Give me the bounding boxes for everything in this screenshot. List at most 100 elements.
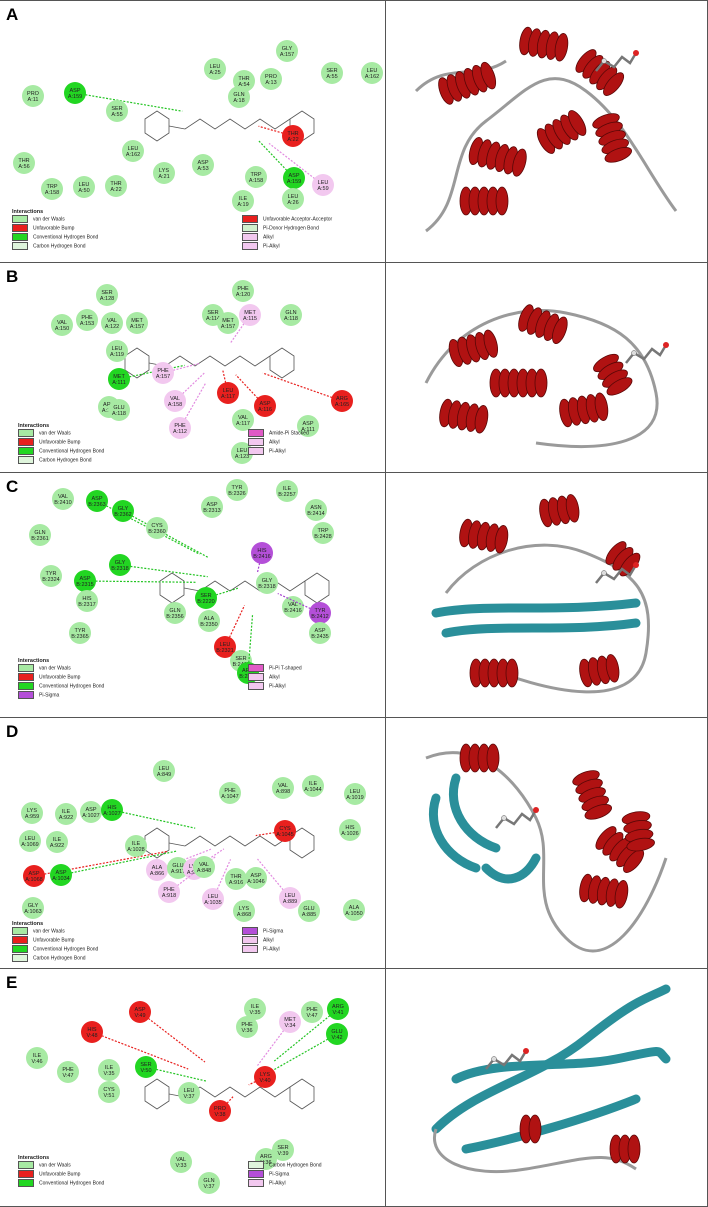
residue-label: ASP — [302, 421, 313, 427]
residue-map-c: VALB:2410ASPB:2363GLYB:2362CYSB:2360GLNB… — [29, 479, 334, 684]
legend-swatch — [242, 215, 258, 223]
legend-swatch — [12, 945, 28, 953]
legend-item: Conventional Hydrogen Bond — [18, 682, 248, 691]
residue-label: ILE — [105, 1065, 114, 1071]
residue-label: CYS — [279, 826, 291, 832]
legend-label: Alkyl — [269, 439, 280, 446]
residue-label: B:2410 — [54, 500, 71, 506]
residue-disk — [272, 777, 294, 799]
residue-label: B:2414 — [307, 511, 324, 517]
residue-disk — [101, 312, 123, 334]
residue-label: A:112 — [173, 429, 187, 435]
residue-label: A:1047 — [221, 794, 238, 800]
legend-label: Carbon Hydrogen Bond — [39, 457, 92, 464]
legend-label: van der Waals — [39, 665, 71, 672]
residue-label: LEU — [350, 789, 361, 795]
residue-label: PHE — [62, 1067, 74, 1073]
ligand-structure — [144, 1078, 315, 1110]
legend-label: Unfavorable Bump — [39, 674, 81, 681]
residue-disk — [214, 636, 236, 658]
residue-label: A:119 — [110, 352, 124, 358]
residue-label: ASP — [197, 160, 208, 166]
helix-segment — [621, 811, 655, 852]
residue-disk — [280, 304, 302, 326]
panel-letter: E — [6, 973, 18, 992]
residue-disk — [55, 803, 77, 825]
residue-disk — [76, 590, 98, 612]
legend-title: Interactions — [12, 209, 44, 215]
interaction-diagram-b: B SER A:128 MET A:157 PHE A:153 VAL A:122 VAL A:1… — [0, 263, 386, 472]
protein-ribbon-c — [386, 473, 708, 717]
ribbon-d — [425, 743, 668, 953]
legend-item: Alkyl — [242, 233, 332, 242]
panel-a: A PRO A:11 ASP A:159 SER A:55 LEU A:162 THR A:56 T… — [0, 0, 708, 262]
legend-swatch — [18, 1170, 34, 1178]
residue-label: TYR — [75, 628, 86, 634]
residue-label: B:2416 — [253, 554, 270, 560]
residue-label: SER — [207, 310, 218, 316]
residue-label: A:55 — [111, 112, 122, 118]
helix-segment — [459, 186, 509, 216]
residue-disk — [282, 125, 304, 147]
residue-label: A:918 — [162, 893, 176, 899]
residue-disk — [69, 622, 91, 644]
residue-label: V:46 — [31, 1059, 42, 1065]
legend-swatch — [242, 233, 258, 241]
residue-disk — [112, 500, 134, 522]
residue-label: LYS — [159, 168, 169, 174]
residue-label: GLN — [285, 310, 296, 316]
residue-label: A:158 — [249, 178, 263, 184]
legend-swatch — [248, 1179, 264, 1187]
ligand-sticks — [595, 50, 639, 72]
legend-label: Pi-Alkyl — [263, 946, 280, 953]
residue-label: A:116 — [258, 407, 272, 413]
residue-label: GLY — [28, 903, 39, 909]
legend-item: van der Waals — [18, 1161, 248, 1170]
legend-item: Pi-Sigma — [18, 691, 248, 700]
residue-disk — [279, 1011, 301, 1033]
coil-segment — [424, 309, 659, 448]
ribbon-c — [431, 494, 650, 694]
residue-disk — [98, 1059, 120, 1081]
residue-label: TYR — [46, 571, 57, 577]
residue-label: ARG — [260, 1154, 272, 1160]
legend-swatch — [242, 242, 258, 250]
legend-swatch — [248, 664, 264, 672]
residue-label: V:35 — [249, 1010, 260, 1016]
helix-segment — [559, 392, 609, 428]
residue-label: VAL — [278, 783, 288, 789]
residue-label: PHE — [306, 1007, 318, 1013]
helix-segment — [536, 110, 587, 154]
residue-label: A:1027 — [82, 813, 99, 819]
residue-disk — [21, 802, 43, 824]
residue-disk — [169, 417, 191, 439]
legend-item: Alkyl — [248, 438, 309, 447]
residue-label: VAL — [176, 1157, 186, 1163]
residue-disk — [232, 409, 254, 431]
residue-label: ASP — [85, 807, 96, 813]
interaction-line — [258, 125, 294, 137]
helix-segment — [575, 49, 625, 96]
residue-label: MET — [113, 374, 125, 380]
